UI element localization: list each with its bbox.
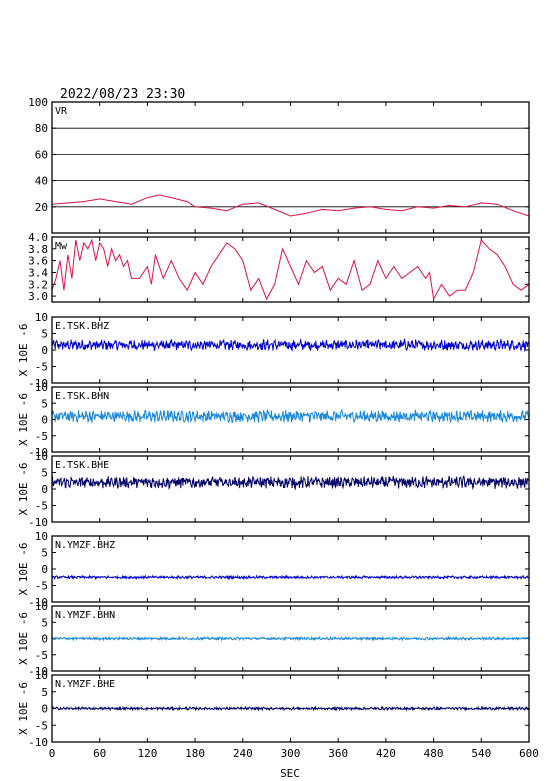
y-tick-label: 40 — [35, 175, 48, 188]
y-tick-label: 10 — [35, 311, 48, 324]
y-tick-label: 5 — [41, 616, 48, 629]
y-tick-label: 20 — [35, 201, 48, 214]
y-tick-label: -5 — [35, 580, 48, 593]
y-tick-label: 0 — [41, 414, 48, 427]
y-tick-label: -10 — [28, 377, 48, 390]
panel-label: Mw — [55, 241, 68, 252]
series-line — [51, 574, 530, 581]
panel-frame — [51, 236, 530, 303]
x-tick-label: 600 — [519, 747, 539, 760]
y-tick-label: 5 — [41, 547, 48, 560]
y-tick-label: 0 — [41, 633, 48, 646]
y-tick-label: 0 — [41, 483, 48, 496]
y-tick-label: -5 — [35, 719, 48, 732]
y-axis-label: X 10E -6 — [17, 543, 30, 596]
panel-7: -10 -5 0 5 10 N.YMZF.BHN X 10E -6 — [17, 600, 530, 678]
y-tick-label: 5 — [41, 328, 48, 341]
panel-frame — [51, 316, 530, 384]
y-tick-label: 3.6 — [28, 255, 48, 268]
y-tick-label: -10 — [28, 516, 48, 529]
series-line — [51, 238, 530, 301]
y-axis-label: X 10E -6 — [17, 393, 30, 446]
y-tick-label: 10 — [35, 381, 48, 394]
panel-frame — [51, 535, 530, 603]
panel-label: E.TSK.BHZ — [55, 321, 109, 332]
x-tick-label: 540 — [471, 747, 491, 760]
y-axis-label: X 10E -6 — [17, 324, 30, 377]
y-tick-label: 100 — [28, 96, 48, 109]
y-tick-label: 3.2 — [28, 278, 48, 291]
x-tick-label: 180 — [185, 747, 205, 760]
x-axis-label: SEC — [280, 767, 300, 780]
y-tick-label: 10 — [35, 530, 48, 543]
y-tick-label: -5 — [35, 500, 48, 513]
y-axis-label: X 10E -6 — [17, 682, 30, 735]
panel-3: -10 -5 0 5 10 E.TSK.BHZ X 10E -6 — [17, 311, 530, 390]
y-tick-label: 80 — [35, 122, 48, 135]
panel-1: 20 40 60 80 100 VR — [28, 96, 530, 234]
y-tick-label: -5 — [35, 430, 48, 443]
y-tick-label: 3.8 — [28, 243, 48, 256]
x-tick-label: 300 — [281, 747, 301, 760]
y-tick-label: -10 — [28, 596, 48, 609]
x-tick-label: 360 — [328, 747, 348, 760]
y-tick-label: 10 — [35, 669, 48, 682]
panel-label: VR — [55, 106, 68, 117]
x-tick-label: 240 — [233, 747, 253, 760]
x-tick-label: 60 — [93, 747, 106, 760]
panel-frame — [51, 455, 530, 523]
y-tick-label: 0 — [41, 703, 48, 716]
panel-label: E.TSK.BHN — [55, 391, 109, 402]
series-line — [51, 635, 530, 642]
panel-label: E.TSK.BHE — [55, 460, 109, 471]
y-tick-label: -5 — [35, 361, 48, 374]
x-axis: 0 60 120 180 240 300 360 420 480 540 600 — [49, 747, 539, 760]
x-tick-label: 120 — [137, 747, 157, 760]
y-tick-label: 10 — [35, 600, 48, 613]
x-tick-label: 420 — [376, 747, 396, 760]
panel-label: N.YMZF.BHZ — [55, 540, 115, 551]
panels: 20406080100VR3.03.23.43.63.84.0Mw-10-505… — [17, 96, 530, 749]
y-tick-label: 3.0 — [28, 290, 48, 303]
panel-frame — [51, 605, 530, 672]
series-line — [51, 337, 530, 353]
x-tick-label: 480 — [424, 747, 444, 760]
panel-6: -10 -5 0 5 10 N.YMZF.BHZ X 10E -6 — [17, 530, 530, 609]
y-tick-label: -5 — [35, 649, 48, 662]
y-tick-label: -10 — [28, 736, 48, 749]
panel-frame — [51, 386, 530, 453]
panel-frame — [51, 674, 530, 743]
timestamp-title: 2022/08/23 23:30 — [60, 87, 185, 102]
y-tick-label: 3.4 — [28, 266, 48, 279]
panel-2: 3.03.23.43.63.84.0 Mw — [28, 231, 530, 303]
panel-label: N.YMZF.BHE — [55, 679, 115, 690]
y-tick-label: -10 — [28, 446, 48, 459]
series-line — [51, 475, 530, 491]
y-axis-label: X 10E -6 — [17, 463, 30, 516]
y-axis-label: X 10E -6 — [17, 612, 30, 665]
y-tick-label: 60 — [35, 148, 48, 161]
y-tick-label: 5 — [41, 397, 48, 410]
y-tick-label: 0 — [41, 344, 48, 357]
y-tick-label: 10 — [35, 450, 48, 463]
y-tick-label: 5 — [41, 686, 48, 699]
series-line — [51, 705, 530, 712]
panel-frame — [51, 101, 530, 234]
panel-5: -10 -5 0 5 10 E.TSK.BHE X 10E -6 — [17, 450, 530, 529]
panel-8: -10 -5 0 5 10 N.YMZF.BHE X 10E -6 — [17, 669, 530, 749]
series-line — [51, 194, 530, 217]
y-tick-label: 4.0 — [28, 231, 48, 244]
panel-label: N.YMZF.BHN — [55, 610, 115, 621]
y-tick-label: 0 — [41, 563, 48, 576]
x-tick-label: 0 — [49, 747, 56, 760]
panel-4: -10 -5 0 5 10 E.TSK.BHN X 10E -6 — [17, 381, 530, 459]
y-tick-label: 5 — [41, 467, 48, 480]
y-tick-label: -10 — [28, 665, 48, 678]
series-line — [51, 409, 530, 424]
